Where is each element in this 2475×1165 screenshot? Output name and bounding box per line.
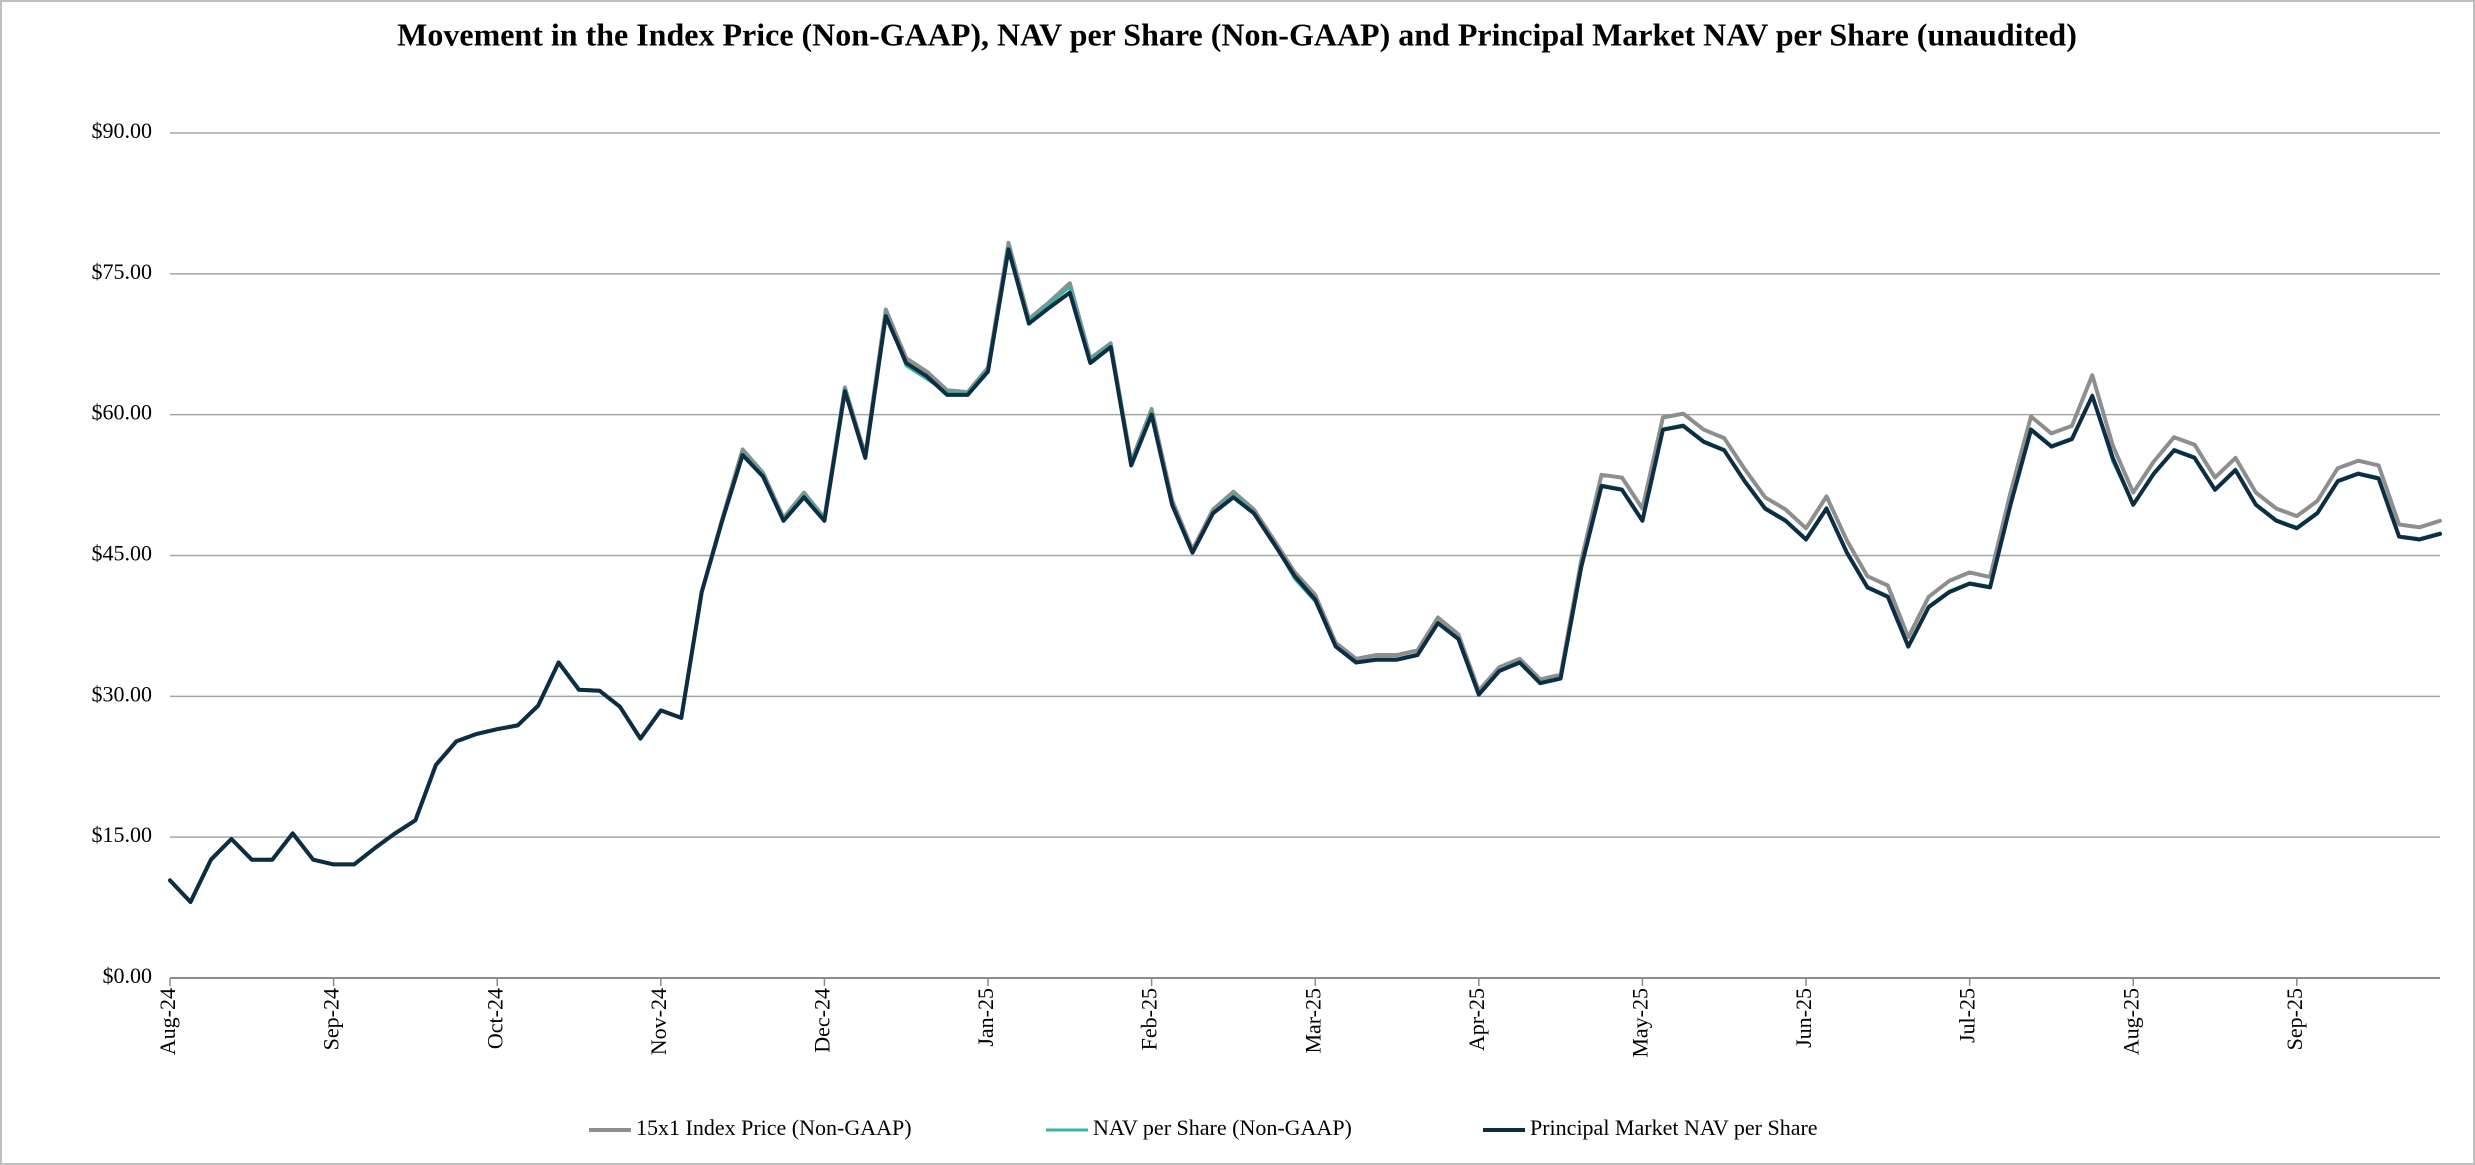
x-tick-label: Sep-25 xyxy=(2282,988,2307,1050)
x-tick-label: Jul-25 xyxy=(1955,988,1980,1043)
x-tick-label: Dec-24 xyxy=(809,988,834,1053)
legend-label: 15x1 Index Price (Non-GAAP) xyxy=(636,1115,912,1140)
x-tick-label: Oct-24 xyxy=(482,988,507,1049)
x-tick-label: Nov-24 xyxy=(646,988,671,1055)
x-tick-label: May-25 xyxy=(1627,988,1652,1058)
y-tick-label: $75.00 xyxy=(92,259,153,284)
y-tick-label: $15.00 xyxy=(92,822,153,847)
legend-label: NAV per Share (Non-GAAP) xyxy=(1093,1115,1352,1140)
series-line xyxy=(168,247,2442,904)
x-tick-label: Apr-25 xyxy=(1464,988,1489,1051)
x-tick-label: Aug-25 xyxy=(2118,988,2143,1055)
y-tick-label: $45.00 xyxy=(92,541,153,566)
x-tick-label: Aug-24 xyxy=(155,988,180,1055)
chart-title: Movement in the Index Price (Non-GAAP), … xyxy=(397,16,2077,52)
x-tick-label: Jun-25 xyxy=(1791,988,1816,1048)
x-tick-label: Feb-25 xyxy=(1137,988,1162,1050)
x-tick-label: Mar-25 xyxy=(1300,988,1325,1054)
y-tick-label: $0.00 xyxy=(103,963,153,988)
y-tick-label: $90.00 xyxy=(92,118,153,143)
y-tick-label: $30.00 xyxy=(92,681,153,706)
y-tick-label: $60.00 xyxy=(92,400,153,425)
x-tick-label: Jan-25 xyxy=(973,988,998,1047)
x-tick-label: Sep-24 xyxy=(319,988,344,1050)
legend-label: Principal Market NAV per Share xyxy=(1530,1115,1818,1140)
